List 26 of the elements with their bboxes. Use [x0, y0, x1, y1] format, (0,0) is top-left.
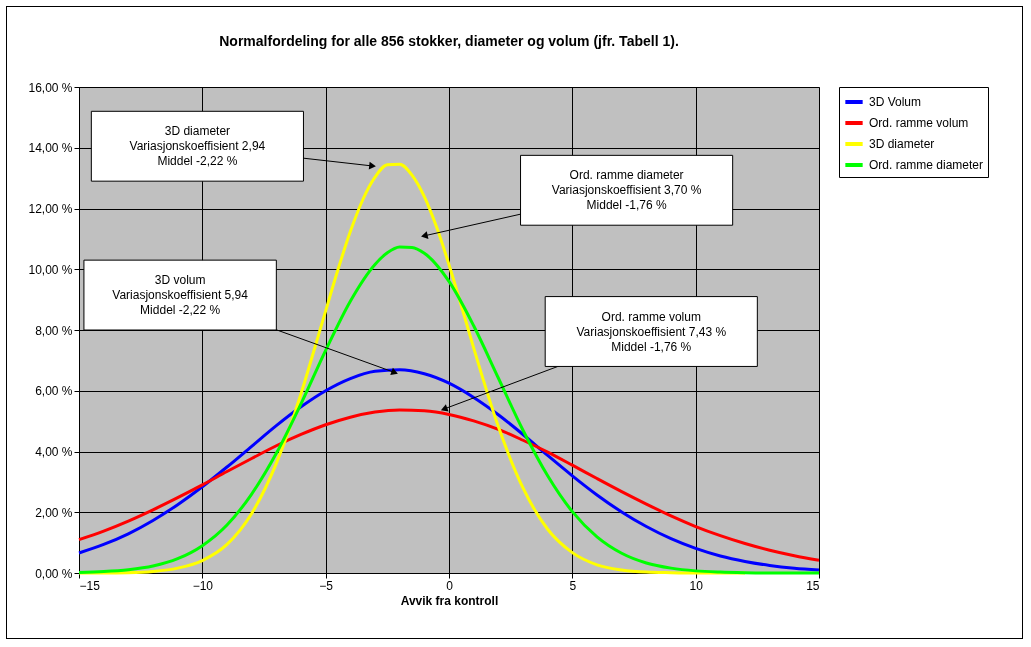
y-tick-label: 12,00 % — [28, 202, 73, 216]
y-tick-label: 16,00 % — [28, 80, 73, 95]
y-tick-label: 0,00 % — [35, 566, 73, 581]
legend-label: Ord. ramme volum — [869, 116, 969, 130]
legend-label: Ord. ramme diameter — [869, 158, 984, 172]
y-tick-label: 4,00 % — [35, 445, 73, 459]
annotation: Ord. ramme volum Variasjonskoeffisient 7,43 % Middel -1,76 % — [576, 309, 727, 354]
x-axis-title: Avvik fra kontroll — [400, 593, 499, 608]
chart-title: Normalfordeling for alle 856 stokker, diameter og volum (jfr. Tabell 1). — [219, 33, 679, 49]
y-tick-label: 10,00 % — [28, 262, 73, 277]
y-tick-label: 2,00 % — [35, 505, 73, 520]
x-tick-label: 5 — [569, 578, 577, 593]
annotation: 3D volum Variasjonskoeffisient 5,94 Middel -2,22 % — [112, 273, 249, 318]
x-tick-label: 15 — [806, 578, 820, 593]
x-tick-label: −15 — [79, 578, 101, 593]
x-tick-label: −5 — [319, 578, 334, 593]
x-tick-label: 10 — [689, 578, 704, 593]
legend-label: 3D diameter — [869, 137, 935, 151]
legend-label: 3D Volum — [869, 95, 922, 109]
y-tick-label: 8,00 % — [35, 323, 73, 338]
annotation: Ord. ramme diameter Variasjonskoeffisient 3,70 % Middel -1,76 % — [551, 168, 702, 213]
y-tick-label: 6,00 % — [35, 384, 73, 399]
y-tick-label: 14,00 % — [28, 141, 73, 156]
x-tick-label: −10 — [192, 578, 214, 593]
x-tick-label: 0 — [446, 578, 454, 593]
annotation: 3D diameter Variasjonskoeffisient 2,94 Middel -2,22 % — [129, 124, 266, 169]
